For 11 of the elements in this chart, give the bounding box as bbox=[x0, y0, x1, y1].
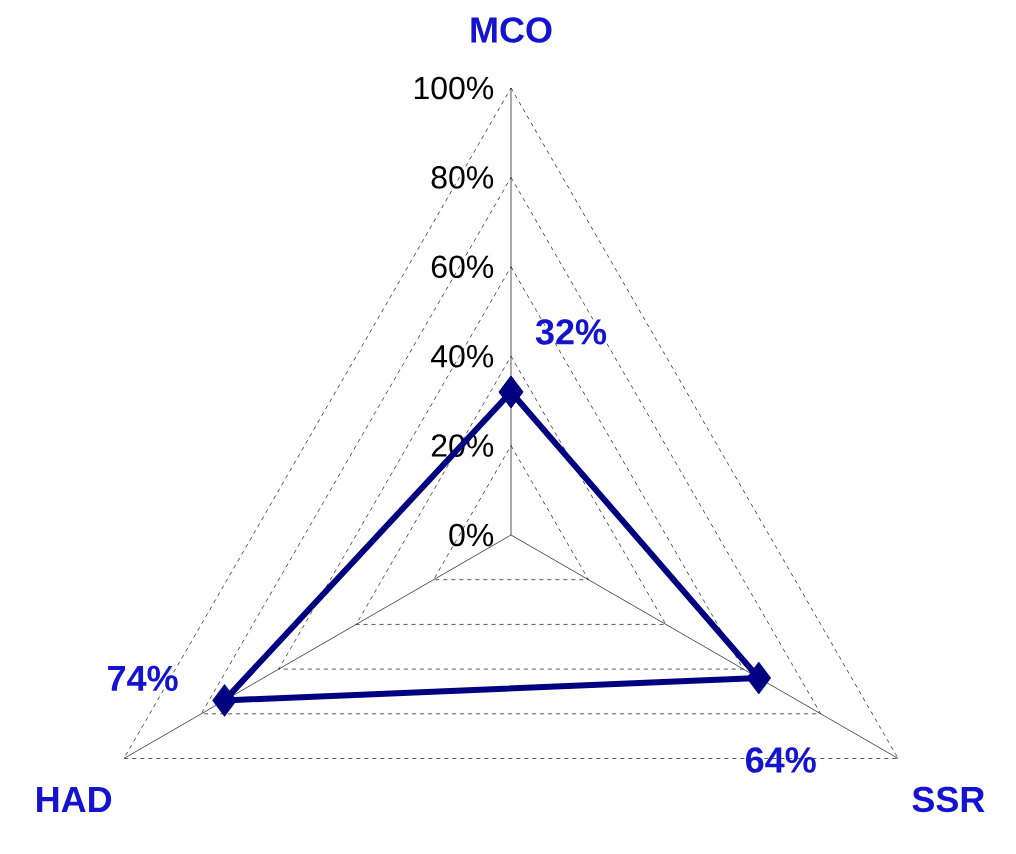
y-tick-label: 60% bbox=[431, 255, 494, 279]
y-tick-label: 40% bbox=[430, 344, 494, 368]
spoke-label: MCO bbox=[471, 17, 552, 43]
y-tick-label: 80% bbox=[431, 166, 494, 189]
y-tick-label: 0% bbox=[449, 523, 494, 547]
data-label: 64% bbox=[746, 747, 816, 773]
spoke-label: SSR bbox=[912, 786, 985, 813]
y-tick-label: 100% bbox=[414, 76, 494, 100]
data-label: 74% bbox=[108, 665, 178, 692]
spoke-label: HAD bbox=[37, 787, 112, 812]
data-label: 32% bbox=[535, 319, 607, 345]
